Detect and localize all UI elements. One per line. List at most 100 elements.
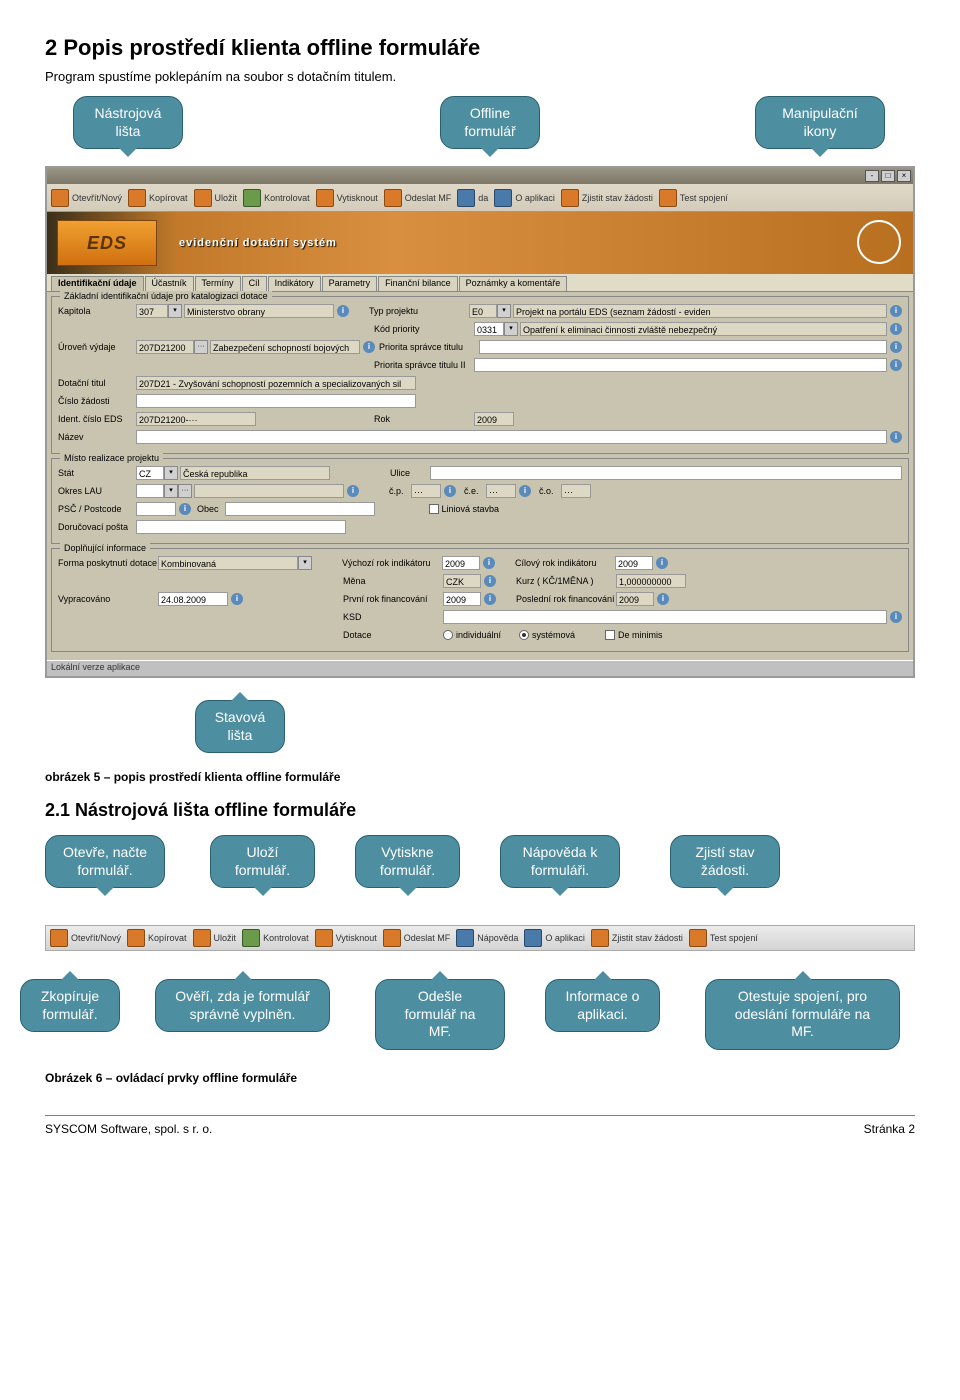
input-prvni[interactable]: 2009 <box>443 592 481 606</box>
tb-save[interactable]: Uložit <box>194 189 238 207</box>
input-typ-code[interactable]: E0 <box>469 304 497 318</box>
input-obec[interactable] <box>225 502 375 516</box>
tb-test[interactable]: Test spojení <box>659 189 728 207</box>
info-icon[interactable]: i <box>890 323 902 335</box>
input-cislo[interactable] <box>136 394 416 408</box>
label-individualni: individuální <box>456 630 501 640</box>
tb2-copy[interactable]: Kopírovat <box>127 929 187 947</box>
info-icon[interactable]: i <box>890 341 902 353</box>
input-vychozi[interactable]: 2009 <box>442 556 480 570</box>
tb-help[interactable]: da <box>457 189 488 207</box>
dropdown-icon[interactable]: ▾ <box>168 304 182 318</box>
label-psc: PSČ / Postcode <box>58 504 136 514</box>
tb2-save[interactable]: Uložit <box>193 929 237 947</box>
dropdown-icon[interactable]: ▾ <box>298 556 312 570</box>
tab-ucastnik[interactable]: Účastník <box>145 276 194 291</box>
input-pri2[interactable] <box>474 358 887 372</box>
tb2-send[interactable]: Odeslat MF <box>383 929 451 947</box>
input-okres-code[interactable] <box>136 484 164 498</box>
fieldset-doplnujici: Doplňující informace Forma poskytnutí do… <box>51 548 909 652</box>
info-icon[interactable]: i <box>890 431 902 443</box>
info-icon[interactable]: i <box>484 575 496 587</box>
dropdown-icon[interactable]: ··· <box>194 340 208 354</box>
tab-indikatory[interactable]: Indikátory <box>268 276 321 291</box>
label-dotace: Dotace <box>343 630 443 640</box>
input-vypr[interactable]: 24.08.2009 <box>158 592 228 606</box>
input-cp[interactable]: ··· <box>411 484 441 498</box>
input-nazev[interactable] <box>136 430 887 444</box>
callout-toolbar: Nástrojoválišta <box>73 96 183 149</box>
input-ksd[interactable] <box>443 610 887 624</box>
info-icon[interactable]: i <box>347 485 359 497</box>
footer-right: Stránka 2 <box>864 1122 915 1136</box>
toolbar-detail: Otevřít/Nový Kopírovat Uložit Kontrolova… <box>45 925 915 951</box>
tab-finance[interactable]: Finanční bilance <box>378 276 458 291</box>
info-icon[interactable]: i <box>231 593 243 605</box>
tb-status[interactable]: Zjistit stav žádosti <box>561 189 653 207</box>
radio-individualni[interactable] <box>443 630 453 640</box>
tb-check[interactable]: Kontrolovat <box>243 189 310 207</box>
tab-cil[interactable]: Cíl <box>242 276 267 291</box>
tb2-help[interactable]: Nápověda <box>456 929 518 947</box>
tb-print[interactable]: Vytisknout <box>316 189 378 207</box>
input-uroven-code[interactable]: 207D21200 <box>136 340 194 354</box>
close-button[interactable]: × <box>897 170 911 182</box>
input-pri1[interactable] <box>479 340 887 354</box>
info-icon[interactable]: i <box>890 359 902 371</box>
info-icon[interactable]: i <box>519 485 531 497</box>
checkbox-deminimis[interactable] <box>605 630 615 640</box>
maximize-button[interactable]: □ <box>881 170 895 182</box>
tb2-test[interactable]: Test spojení <box>689 929 758 947</box>
tb-send[interactable]: Odeslat MF <box>384 189 452 207</box>
dropdown-icon[interactable]: ▾ <box>504 322 518 336</box>
info-icon[interactable]: i <box>890 305 902 317</box>
tb-about[interactable]: O aplikaci <box>494 189 555 207</box>
input-cilovy[interactable]: 2009 <box>615 556 653 570</box>
picker-icon[interactable]: ··· <box>178 484 192 498</box>
input-kod-code[interactable]: 0331 <box>474 322 504 336</box>
tab-terminy[interactable]: Termíny <box>195 276 241 291</box>
tb2-print[interactable]: Vytisknout <box>315 929 377 947</box>
clock-icon <box>857 220 901 264</box>
input-ulice[interactable] <box>430 466 902 480</box>
input-forma[interactable]: Kombinovaná <box>158 556 298 570</box>
dropdown-icon[interactable]: ▾ <box>164 466 178 480</box>
dropdown-icon[interactable]: ▾ <box>164 484 178 498</box>
info-icon[interactable]: i <box>363 341 375 353</box>
minimize-button[interactable]: - <box>865 170 879 182</box>
info-icon[interactable]: i <box>483 557 495 569</box>
input-doruc[interactable] <box>136 520 346 534</box>
info-icon[interactable]: i <box>656 557 668 569</box>
tb2-check[interactable]: Kontrolovat <box>242 929 309 947</box>
info-icon[interactable]: i <box>444 485 456 497</box>
input-co[interactable]: ··· <box>561 484 591 498</box>
info-icon[interactable]: i <box>484 593 496 605</box>
info-icon[interactable]: i <box>337 305 349 317</box>
tab-poznamky[interactable]: Poznámky a komentáře <box>459 276 568 291</box>
info-icon[interactable]: i <box>890 611 902 623</box>
info-icon[interactable]: i <box>179 503 191 515</box>
label-prvni: První rok financování <box>343 594 443 604</box>
label-dotac: Dotační titul <box>58 378 136 388</box>
tb2-about[interactable]: O aplikaci <box>524 929 585 947</box>
input-stat-text: Česká republika <box>180 466 330 480</box>
tb2-status[interactable]: Zjistit stav žádosti <box>591 929 683 947</box>
checkbox-liniova[interactable] <box>429 504 439 514</box>
tb2-open[interactable]: Otevřít/Nový <box>50 929 121 947</box>
radio-systemova[interactable] <box>519 630 529 640</box>
input-kapitola-code[interactable]: 307 <box>136 304 168 318</box>
label-nazev: Název <box>58 432 136 442</box>
dropdown-icon[interactable]: ▾ <box>497 304 511 318</box>
input-ce[interactable]: ··· <box>486 484 516 498</box>
tb-copy[interactable]: Kopírovat <box>128 189 188 207</box>
main-toolbar: Otevřít/Nový Kopírovat Uložit Kontrolova… <box>47 184 913 212</box>
input-stat-code[interactable]: CZ <box>136 466 164 480</box>
input-psc[interactable] <box>136 502 176 516</box>
tb-open[interactable]: Otevřít/Nový <box>51 189 122 207</box>
label-ksd: KSD <box>343 612 443 622</box>
banner-text: evidenční dotační systém <box>179 237 337 249</box>
info-icon[interactable]: i <box>657 593 669 605</box>
tab-parametry[interactable]: Parametry <box>322 276 378 291</box>
tab-ident[interactable]: Identifikační údaje <box>51 276 144 291</box>
legend-doplnujici: Doplňující informace <box>60 543 150 553</box>
